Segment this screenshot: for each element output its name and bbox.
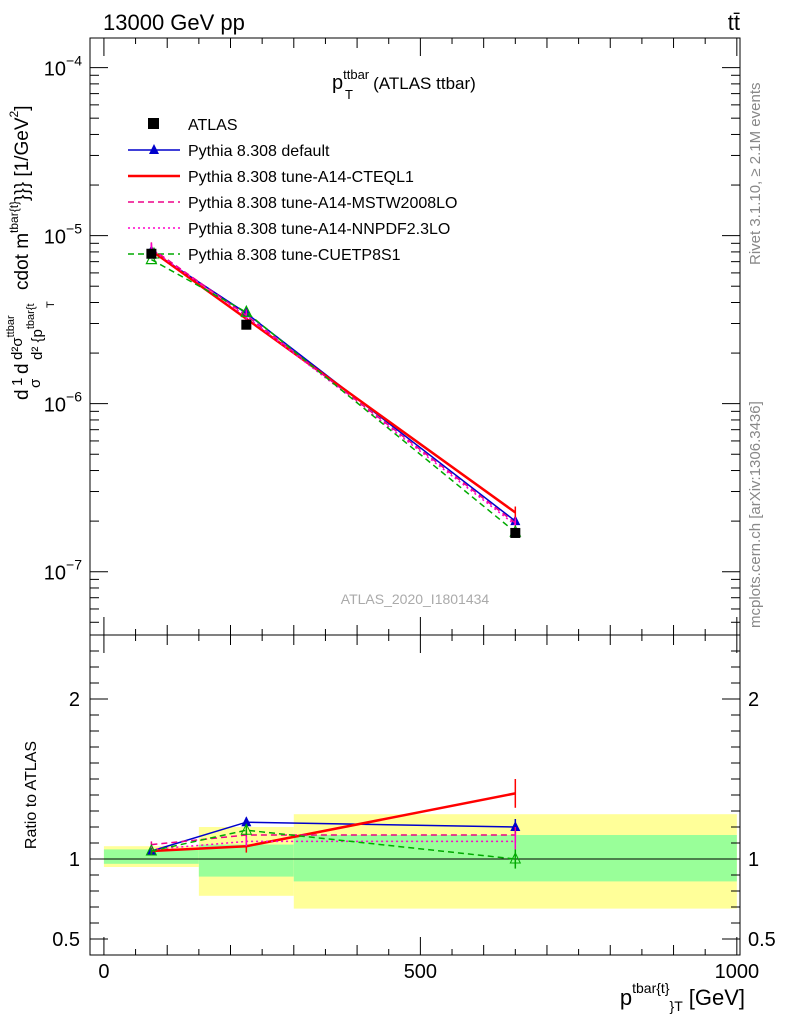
ylabel-frac1-den: σ xyxy=(27,378,44,388)
main-plot-title-rest: (ATLAS ttbar) xyxy=(373,74,476,93)
main-plot-ylabel: d 1 σ d d²σttbar d² {ptbar{t T cdot mtba… xyxy=(5,106,57,401)
header-left: 13000 GeV pp xyxy=(103,10,245,35)
series-line xyxy=(151,258,516,533)
ytick-label: 10−4 xyxy=(44,53,82,81)
main-plot-ticks xyxy=(90,38,740,635)
ytick-label: 10−5 xyxy=(44,221,82,249)
main-plot-title: pttbar (ATLAS ttbar) xyxy=(332,67,476,94)
main-plot-title-sup: ttbar xyxy=(343,67,370,82)
ylabel-tail-sup: tbar{t} xyxy=(7,201,21,233)
band-inner xyxy=(103,849,199,864)
main-plot-title-main: p xyxy=(332,72,343,94)
series-line xyxy=(150,250,516,522)
ylabel-d1: d xyxy=(12,389,33,400)
series-point xyxy=(240,304,253,317)
ytick-label-exp: −4 xyxy=(66,53,82,69)
legend-label: Pythia 8.308 tune-CUETP8S1 xyxy=(188,247,401,264)
legend-label: Pythia 8.308 tune-A14-MSTW2008LO xyxy=(188,195,457,212)
xlabel-main: p xyxy=(620,985,632,1010)
ratio-uncertainty-bands xyxy=(90,814,740,909)
legend-label: Pythia 8.308 tune-A14-CTEQL1 xyxy=(188,169,414,186)
ylabel-frac2-den-sub: T xyxy=(45,301,57,308)
ratio-ytick-label-left: 1 xyxy=(69,849,80,871)
data-point xyxy=(510,527,521,538)
legend-label: Pythia 8.308 default xyxy=(188,143,330,160)
ratio-plot-series xyxy=(145,779,522,869)
ytick-label-base: 10 xyxy=(44,395,66,417)
ylabel-frac2-num-sup: ttbar xyxy=(5,315,17,337)
ratio-ytick-label-right: 1 xyxy=(748,849,759,871)
ylabel-d2: d xyxy=(12,363,33,374)
ratio-xlabel: ptbar{t}}T [GeV] xyxy=(620,980,745,1014)
xlabel-sub2: T xyxy=(674,998,683,1014)
ratio-point xyxy=(510,821,521,831)
data-point xyxy=(241,319,252,330)
ytick-label-exp: −7 xyxy=(66,557,82,573)
svg-text:d² {ptbar{t: d² {ptbar{t xyxy=(25,303,46,360)
ratio-ytick-label-right: 2 xyxy=(748,689,759,711)
ratio-ytick-label-left: 2 xyxy=(69,689,80,711)
ratio-xtick-label: 0 xyxy=(98,961,109,983)
ytick-label-exp: −5 xyxy=(66,221,82,237)
ylabel-tail-close: ] xyxy=(12,106,33,111)
main-plot-panel: 10−710−610−510−4 pttbar (ATLAS ttbar) T d… xyxy=(5,37,741,636)
ratio-series-line xyxy=(151,829,516,860)
ylabel-frac2-den: d² {p xyxy=(29,329,46,360)
svg-text:d²σttbar: d²σttbar xyxy=(5,315,26,360)
ylabel-frac2-num: d²σ xyxy=(9,337,26,360)
xlabel-sub: } xyxy=(670,998,675,1014)
ratio-plot-tick-labels: 0.5 0.5 1 1 2 2 0 500 1000 xyxy=(52,689,776,983)
xlabel-unit: [GeV] xyxy=(689,985,745,1010)
ylabel-tail: cdot m xyxy=(12,233,33,290)
ratio-plot-panel: 0.5 0.5 1 1 2 2 0 500 1000 Ratio to ATLAS ptbar{… xyxy=(23,634,776,1014)
legend-marker-square xyxy=(148,118,159,129)
legend-label: Pythia 8.308 tune-A14-NNPDF2.3LO xyxy=(188,221,450,238)
xlabel-sup: tbar{t} xyxy=(632,980,670,996)
svg-text:cdot mtbar{t}}}} [1/GeV2]: cdot mtbar{t}}}} [1/GeV2] xyxy=(7,106,33,291)
ratio-ytick-label-left: 0.5 xyxy=(52,929,80,951)
analysis-watermark: ATLAS_2020_I1801434 xyxy=(341,591,490,607)
ratio-point xyxy=(145,843,158,856)
data-point xyxy=(146,248,157,259)
header-right: tt̄ xyxy=(728,10,740,35)
ylabel-tail-end-sup: 2 xyxy=(7,110,21,117)
series-line xyxy=(150,247,516,524)
ytick-label: 10−7 xyxy=(44,557,82,585)
ratio-point xyxy=(509,851,522,864)
ytick-label-exp: −6 xyxy=(66,389,82,405)
main-plot-title-sub: T xyxy=(345,87,353,102)
ratio-xtick-label: 1000 xyxy=(715,961,760,983)
ratio-xtick-label: 500 xyxy=(404,961,437,983)
mcplots-credit-text: mcplots.cern.ch [arXiv:1306.3436] xyxy=(747,401,764,628)
ytick-label-base: 10 xyxy=(44,563,66,585)
ylabel-tail-end: }}} [1/GeV xyxy=(12,117,33,201)
ytick-label-base: 10 xyxy=(44,227,66,249)
ytick-label-base: 10 xyxy=(44,59,66,81)
svg-text:d: d xyxy=(12,389,33,400)
ratio-ylabel: Ratio to ATLAS xyxy=(23,741,40,849)
main-plot-series xyxy=(145,242,522,538)
main-plot-ytick-labels: 10−710−610−510−4 xyxy=(44,53,82,585)
ylabel-frac2-den-sup: tbar{t xyxy=(25,303,37,329)
ratio-point xyxy=(240,823,253,835)
legend-label: ATLAS xyxy=(188,117,238,134)
rivet-version-text: Rivet 3.1.10, ≥ 2.1M events xyxy=(747,83,764,266)
ratio-plot-ticks xyxy=(90,635,740,955)
ratio-point xyxy=(241,816,252,827)
legend: ATLAS Pythia 8.308 default Pythia 8.308 tu… xyxy=(128,117,457,264)
legend-marker-triangle xyxy=(149,144,159,154)
ytick-label: 10−6 xyxy=(44,389,82,417)
ylabel-frac1-num: 1 xyxy=(9,378,26,386)
ratio-ytick-label-right: 0.5 xyxy=(748,929,776,951)
